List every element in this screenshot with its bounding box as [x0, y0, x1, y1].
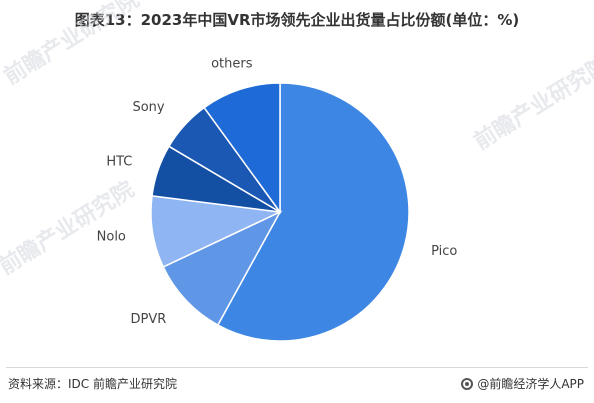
- source-note: 资料来源：IDC 前瞻产业研究院: [8, 377, 177, 391]
- pie-labels: Pico DPVR Nolo HTC Sony others: [97, 57, 458, 327]
- pie-slice-pico: [216, 82, 410, 342]
- watermark-text: 前瞻产业研究院: [469, 51, 594, 155]
- pie-slice-dpvr: [162, 210, 282, 327]
- pie-slice-others: [203, 82, 281, 215]
- slice-label-htc: HTC: [106, 155, 132, 170]
- pie-slices: [150, 82, 410, 342]
- brand-credit: @前瞻经济学人APP: [461, 375, 584, 392]
- slice-label-nolo: Nolo: [97, 229, 126, 244]
- brand-credit-text: @前瞻经济学人APP: [477, 377, 584, 391]
- watermark-text: 前瞻产业研究院: [0, 0, 144, 90]
- chart-title: 图表13：2023年中国VR市场领先企业出货量占比份额(单位：%): [74, 11, 520, 29]
- slice-label-dpvr: DPVR: [131, 312, 167, 327]
- slice-label-pico: Pico: [431, 244, 457, 259]
- brand-logo-icon: [461, 377, 474, 390]
- slice-label-others: others: [211, 57, 253, 72]
- footer-divider: [6, 367, 588, 368]
- slice-label-sony: Sony: [132, 100, 164, 115]
- watermark-text: 前瞻产业研究院: [0, 176, 139, 280]
